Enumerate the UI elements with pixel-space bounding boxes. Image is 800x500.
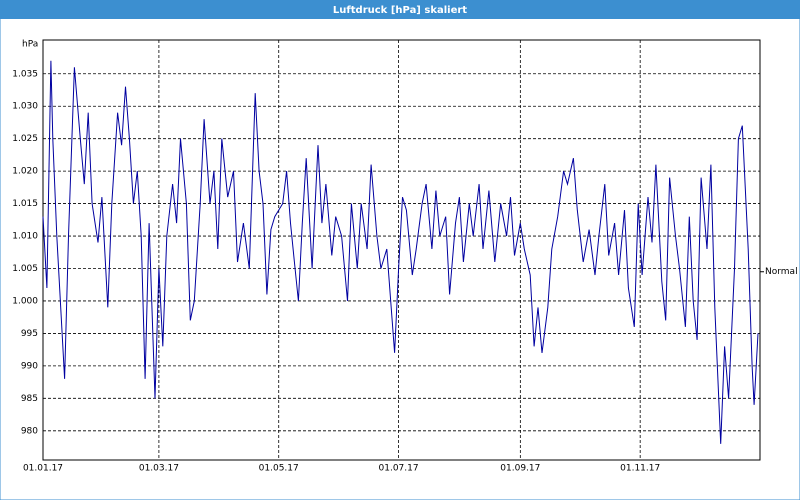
y-tick-label: 985 [21, 394, 38, 404]
y-tick-label: 1.035 [12, 69, 38, 79]
x-tick-label: 01.03.17 [139, 464, 179, 474]
y-tick-label: 995 [21, 329, 38, 339]
y-tick-label: 1.030 [12, 102, 38, 112]
y-unit: hPa [22, 40, 38, 50]
y-tick-label: 1.000 [12, 296, 38, 306]
x-tick-label: 01.01.17 [23, 464, 63, 474]
data-line [42, 60, 759, 444]
normal-label: Normal [765, 267, 798, 277]
y-tick-label: 1.005 [12, 264, 38, 274]
x-tick-label: 01.11.17 [620, 464, 660, 474]
x-tick-label: 01.07.17 [379, 464, 419, 474]
y-tick-label: 990 [21, 361, 38, 371]
x-tick-label: 01.05.17 [259, 464, 299, 474]
y-tick-label: 980 [21, 426, 38, 436]
plot-frame [42, 39, 761, 461]
title-bar [0, 0, 800, 19]
chart-title: Luftdruck [hPa] skaliert [333, 5, 467, 16]
y-tick-label: 1.020 [12, 167, 38, 177]
y-tick-label: 1.025 [12, 134, 38, 144]
y-tick-label: 1.010 [12, 232, 38, 242]
x-tick-label: 01.09.17 [500, 464, 540, 474]
y-tick-label: 1.015 [12, 199, 38, 209]
